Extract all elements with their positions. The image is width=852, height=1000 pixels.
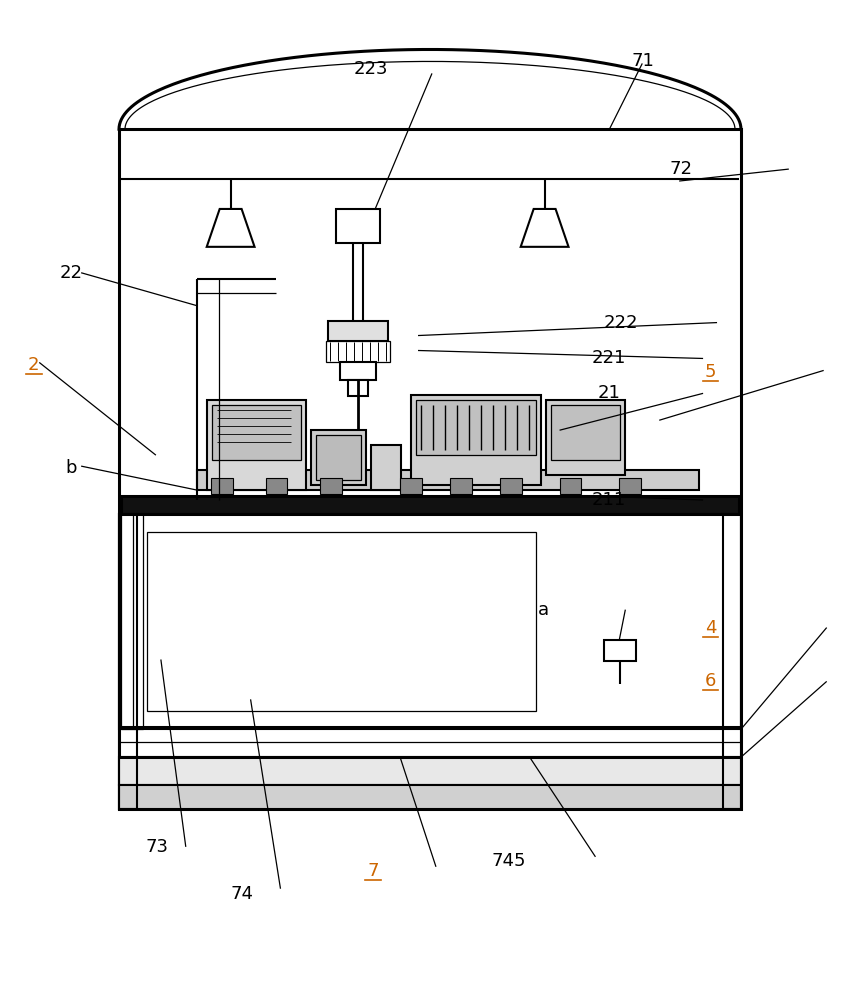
Text: 7: 7 bbox=[367, 862, 379, 880]
Bar bbox=[560, 478, 582, 494]
Text: 6: 6 bbox=[705, 672, 717, 690]
Bar bbox=[119, 514, 741, 729]
Bar bbox=[619, 478, 642, 494]
Text: 4: 4 bbox=[705, 619, 717, 637]
Text: 72: 72 bbox=[670, 160, 693, 178]
Bar bbox=[211, 405, 302, 460]
Bar bbox=[500, 478, 521, 494]
Bar bbox=[328, 321, 389, 341]
Text: 2: 2 bbox=[28, 356, 39, 374]
Bar bbox=[371, 445, 401, 490]
Bar bbox=[207, 400, 307, 490]
Text: 21: 21 bbox=[597, 384, 620, 402]
Polygon shape bbox=[521, 209, 568, 247]
Text: 73: 73 bbox=[146, 838, 169, 856]
Bar bbox=[545, 400, 625, 475]
Polygon shape bbox=[207, 209, 255, 247]
Bar bbox=[316, 435, 361, 480]
Bar bbox=[320, 478, 343, 494]
Text: 745: 745 bbox=[492, 852, 527, 870]
Text: 211: 211 bbox=[591, 491, 625, 509]
Bar bbox=[147, 532, 536, 711]
Text: 22: 22 bbox=[60, 264, 83, 282]
Text: 74: 74 bbox=[230, 885, 253, 903]
Text: 222: 222 bbox=[604, 314, 638, 332]
Text: 223: 223 bbox=[354, 60, 388, 78]
Bar bbox=[266, 478, 287, 494]
Bar bbox=[450, 478, 472, 494]
Bar bbox=[119, 129, 741, 809]
Bar bbox=[197, 470, 699, 490]
Text: b: b bbox=[66, 459, 77, 477]
Bar bbox=[337, 209, 380, 243]
Text: 5: 5 bbox=[705, 363, 717, 381]
Bar bbox=[348, 380, 368, 396]
Bar bbox=[119, 514, 137, 809]
Text: 221: 221 bbox=[591, 349, 625, 367]
Bar bbox=[326, 341, 390, 362]
Bar bbox=[121, 514, 143, 729]
Bar bbox=[121, 496, 739, 514]
Bar bbox=[119, 757, 741, 785]
Bar bbox=[340, 362, 377, 380]
Bar bbox=[210, 478, 233, 494]
Bar bbox=[550, 405, 620, 460]
Bar bbox=[723, 514, 741, 809]
Bar bbox=[119, 785, 741, 809]
Bar bbox=[411, 395, 541, 485]
Bar bbox=[604, 640, 636, 661]
Text: 71: 71 bbox=[631, 52, 654, 70]
Bar bbox=[400, 478, 422, 494]
Text: a: a bbox=[538, 601, 549, 619]
Bar bbox=[311, 430, 366, 485]
Bar bbox=[416, 400, 536, 455]
